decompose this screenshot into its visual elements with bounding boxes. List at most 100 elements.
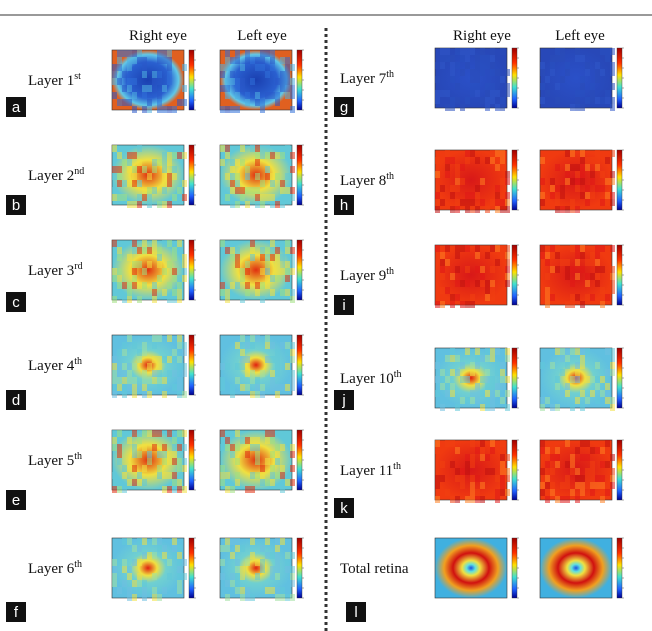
heatmap-cell — [500, 440, 505, 447]
heatmap-cell — [147, 85, 152, 92]
heatmap-cell — [580, 150, 585, 157]
heatmap-cell — [220, 377, 225, 384]
heatmap-cell — [127, 363, 132, 370]
heatmap-cell — [280, 85, 285, 92]
heatmap-cell — [495, 199, 500, 206]
heatmap-cell — [182, 458, 187, 465]
heatmap-cell — [495, 185, 500, 192]
heatmap-cell — [182, 430, 187, 437]
heatmap-cell — [575, 48, 580, 55]
heatmap-cell — [450, 301, 455, 308]
heatmap-cell — [230, 106, 235, 113]
heatmap-cell — [162, 451, 167, 458]
panel-letter: h — [340, 197, 348, 214]
heatmap-cell — [230, 180, 235, 187]
heatmap-cell — [265, 275, 270, 282]
heatmap-cell — [182, 363, 187, 370]
heatmap-cell — [167, 180, 172, 187]
heatmap-cell — [495, 69, 500, 76]
heatmap-cell — [280, 152, 285, 159]
heatmap-cell — [435, 496, 440, 503]
heatmap-cell — [590, 273, 595, 280]
heatmap-cell — [162, 180, 167, 187]
heatmap-cell — [157, 594, 162, 601]
heatmap-cell — [465, 62, 470, 69]
heatmap-cell — [167, 472, 172, 479]
heatmap-cell — [565, 259, 570, 266]
heatmap-cell — [177, 363, 182, 370]
heatmap-cell — [505, 206, 510, 213]
heatmap-cell — [132, 275, 137, 282]
heatmap-cell — [132, 78, 137, 85]
heatmap-cell — [485, 62, 490, 69]
heatmap-cell — [440, 266, 445, 273]
heatmap-cell — [590, 475, 595, 482]
heatmap-cell — [240, 268, 245, 275]
heatmap-cell — [445, 355, 450, 362]
colorbar — [617, 150, 622, 210]
heatmap-cell — [435, 447, 440, 454]
heatmap-cell — [475, 69, 480, 76]
heatmap-cell — [147, 458, 152, 465]
heatmap-cell — [182, 180, 187, 187]
heatmap-cell — [580, 301, 585, 308]
heatmap-cell — [275, 472, 280, 479]
heatmap-cell — [122, 85, 127, 92]
heatmap-cell — [285, 282, 290, 289]
colorbar — [617, 348, 622, 408]
heatmap-cell — [132, 479, 137, 486]
heatmap-cell — [500, 206, 505, 213]
heatmap-cell — [240, 587, 245, 594]
heatmap-cell — [127, 159, 132, 166]
heatmap-cell — [555, 164, 560, 171]
heatmap-cell — [565, 440, 570, 447]
heatmap-cell — [610, 273, 615, 280]
heatmap-cell — [470, 192, 475, 199]
heatmap-cell — [505, 273, 510, 280]
heatmap-cell — [600, 482, 605, 489]
heatmap-cell — [610, 482, 615, 489]
heatmap-cell — [122, 296, 127, 303]
heatmap-cell — [495, 489, 500, 496]
heatmap-cell — [290, 444, 295, 451]
heatmap-cell — [235, 282, 240, 289]
heatmap-cell — [230, 254, 235, 261]
heatmap-cell — [440, 376, 445, 383]
heatmap-cell — [505, 468, 510, 475]
heatmap-cell — [142, 552, 147, 559]
heatmap-cell — [235, 587, 240, 594]
heatmap-cell — [460, 468, 465, 475]
heatmap-cell — [590, 461, 595, 468]
heatmap-cell — [600, 475, 605, 482]
heatmap-cell — [220, 573, 225, 580]
heatmap-cell — [465, 150, 470, 157]
row-label-suffix: th — [386, 171, 394, 182]
colorbar — [512, 440, 517, 500]
heatmap-cell — [280, 384, 285, 391]
heatmap-cell — [540, 447, 545, 454]
heatmap-cell — [220, 430, 225, 437]
heatmap-cell — [565, 390, 570, 397]
heatmap-cell — [575, 245, 580, 252]
heatmap-cell — [540, 245, 545, 252]
heatmap-cell — [167, 261, 172, 268]
heatmap-cell — [475, 496, 480, 503]
heatmap-cell — [440, 199, 445, 206]
heatmap-cell — [270, 552, 275, 559]
heatmap-cell — [575, 206, 580, 213]
colorbar — [512, 538, 517, 598]
heatmap-cell — [230, 159, 235, 166]
heatmap-cell — [595, 482, 600, 489]
heatmap-cell — [255, 64, 260, 71]
heatmap-cell — [255, 173, 260, 180]
heatmap-cell — [137, 145, 142, 152]
heatmap-cell — [142, 282, 147, 289]
heatmap-cell — [475, 348, 480, 355]
heatmap-cell — [595, 475, 600, 482]
heatmap-cell — [177, 552, 182, 559]
heatmap-cell — [465, 245, 470, 252]
heatmap-cell — [270, 173, 275, 180]
heatmap-cell — [290, 92, 295, 99]
heatmap-cell — [600, 390, 605, 397]
colorbar — [297, 538, 302, 598]
